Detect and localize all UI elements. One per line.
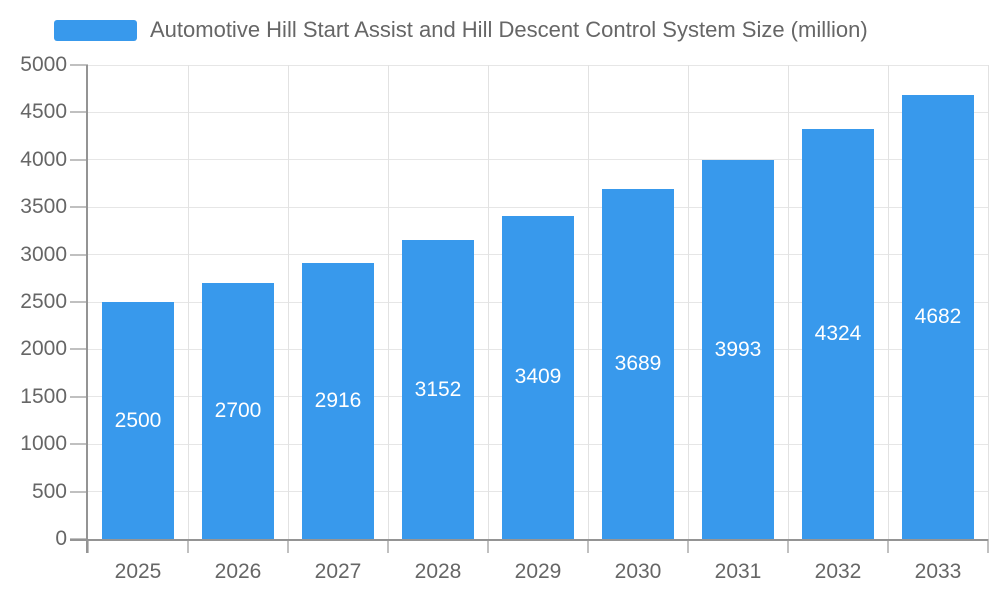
bar[interactable] [802, 129, 874, 539]
bar-value-label: 2700 [214, 399, 262, 423]
y-axis-label: 500 [31, 479, 67, 503]
legend-swatch[interactable] [54, 19, 137, 41]
x-axis-label: 2030 [614, 560, 662, 583]
y-axis-label: 2500 [20, 290, 67, 313]
v-gridline [187, 65, 189, 539]
y-tick [70, 253, 88, 256]
h-gridline [88, 159, 988, 161]
bar[interactable] [402, 240, 474, 539]
v-gridline [787, 65, 789, 539]
y-tick [70, 301, 88, 303]
v-gridline [287, 65, 289, 539]
bar[interactable] [102, 302, 174, 539]
y-axis-label: 0 [55, 527, 67, 550]
bar-value-label: 2916 [314, 388, 362, 412]
bar[interactable] [902, 95, 974, 539]
y-tick [70, 395, 88, 398]
x-tick [287, 539, 289, 553]
x-tick [887, 539, 889, 553]
y-axis-label: 1500 [20, 384, 67, 408]
x-tick [487, 539, 489, 553]
y-tick [70, 443, 88, 446]
v-gridline [887, 65, 889, 539]
x-tick [687, 539, 689, 553]
x-tick [787, 539, 789, 553]
x-axis-label: 2029 [514, 560, 562, 583]
x-axis-label: 2032 [814, 560, 862, 583]
bar-value-label: 2500 [114, 408, 162, 432]
y-axis-label: 2000 [20, 337, 67, 361]
y-axis-label: 1000 [20, 432, 67, 456]
v-gridline [487, 65, 489, 539]
x-tick [387, 539, 389, 553]
x-axis-label: 2028 [414, 560, 462, 583]
y-axis-label: 4500 [20, 100, 67, 124]
x-axis-label: 2026 [214, 560, 262, 583]
x-tick [587, 539, 589, 553]
v-gridline [387, 65, 389, 539]
y-axis-label: 5000 [20, 53, 67, 76]
x-axis-label: 2031 [714, 560, 762, 583]
bar-value-label: 4682 [914, 305, 962, 329]
x-axis-label: 2025 [114, 560, 162, 583]
bar[interactable] [502, 215, 574, 539]
y-axis-label: 3500 [20, 195, 67, 219]
y-tick [70, 64, 88, 66]
y-axis-label: 4000 [20, 147, 67, 171]
bar[interactable] [702, 160, 774, 539]
legend-label: Automotive Hill Start Assist and Hill De… [150, 17, 868, 42]
y-axis-line [86, 65, 88, 553]
bar-value-label: 3409 [514, 365, 562, 389]
bar-value-label: 3689 [614, 352, 662, 376]
x-axis-label: 2033 [914, 560, 962, 583]
v-gridline [987, 65, 989, 539]
y-tick [70, 111, 88, 114]
x-tick [87, 539, 89, 553]
x-tick [987, 539, 989, 553]
h-gridline [88, 64, 988, 66]
bar[interactable] [602, 189, 674, 539]
bar-value-label: 3152 [414, 377, 462, 401]
y-tick [70, 348, 88, 351]
h-gridline [88, 206, 988, 208]
y-axis-label: 3000 [20, 242, 67, 266]
bar-value-label: 4324 [814, 322, 862, 346]
y-tick [70, 490, 88, 493]
legend[interactable]: Automotive Hill Start Assist and Hill De… [54, 15, 868, 45]
x-axis-label: 2027 [314, 560, 362, 583]
y-tick [70, 206, 88, 209]
v-gridline [687, 65, 689, 539]
x-tick [187, 539, 189, 553]
bar[interactable] [202, 283, 274, 539]
h-gridline [88, 111, 988, 113]
bar-value-label: 3993 [714, 337, 762, 361]
v-gridline [587, 65, 589, 539]
bar[interactable] [302, 262, 374, 539]
y-tick [70, 158, 88, 161]
x-axis-line [70, 539, 988, 541]
